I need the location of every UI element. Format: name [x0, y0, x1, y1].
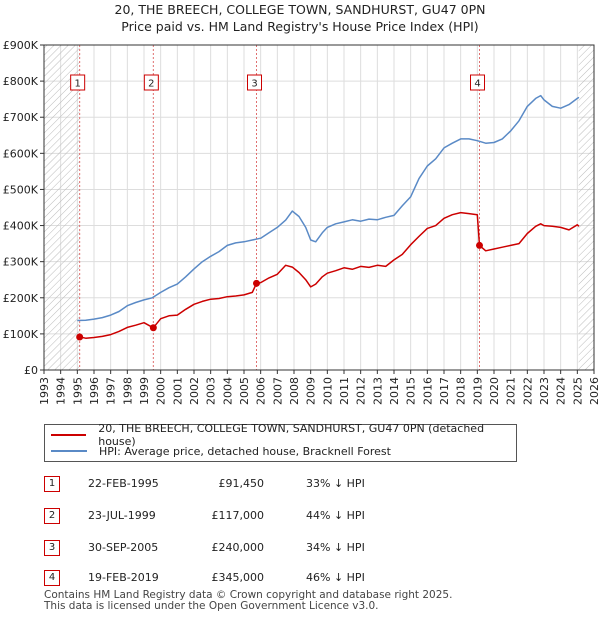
sale-label-number: 1: [74, 79, 80, 90]
x-tick-label: 2023: [538, 377, 551, 405]
x-tick-label: 1998: [121, 377, 134, 405]
sale-number-badge: 3: [44, 540, 60, 556]
x-tick-label: 2025: [571, 377, 584, 405]
y-tick-label: £900K: [3, 39, 39, 52]
sale-number-badge: 1: [44, 476, 60, 492]
legend-swatch-hpi: [51, 450, 87, 452]
sale-price: £240,000: [211, 541, 265, 554]
x-tick-label: 2012: [355, 377, 368, 405]
y-tick-label: £200K: [3, 292, 39, 305]
x-tick-label: 2026: [588, 377, 600, 405]
sale-label-box: [70, 74, 86, 91]
hatched-region: [578, 45, 594, 370]
sale-label-box: [247, 74, 262, 91]
sale-label-number: 2: [148, 79, 154, 90]
footer-copyright: Contains HM Land Registry data © Crown c…: [44, 589, 453, 601]
legend: 20, THE BREECH, COLLEGE TOWN, SANDHURST,…: [44, 422, 517, 462]
x-tick-label: 2013: [371, 377, 384, 405]
property-series-line: [79, 211, 580, 339]
sale-hpi-diff: 44% ↓ HPI: [306, 509, 365, 522]
y-tick-label: £600K: [3, 147, 39, 160]
footer-licence: This data is licensed under the Open Gov…: [44, 600, 379, 612]
x-tick-label: 1999: [138, 377, 151, 405]
y-tick-label: £300K: [3, 256, 39, 269]
sale-date: 22-FEB-1995: [88, 477, 159, 490]
x-tick-label: 1994: [55, 377, 68, 405]
sale-label-number: 3: [251, 79, 257, 90]
x-tick-label: 2011: [338, 377, 351, 405]
sale-row: 3 30-SEP-2005 £240,000 34% ↓ HPI: [44, 540, 564, 558]
x-tick-label: 2000: [155, 377, 168, 405]
sale-number-badge: 2: [44, 508, 60, 524]
x-tick-label: 1993: [38, 377, 51, 405]
chart-title: 20, THE BREECH, COLLEGE TOWN, SANDHURST,…: [114, 2, 486, 17]
sale-hpi-diff: 33% ↓ HPI: [306, 477, 365, 490]
x-tick-label: 1995: [71, 377, 84, 405]
y-tick-label: £500K: [3, 183, 39, 196]
x-tick-label: 2017: [438, 377, 451, 405]
legend-item-property: 20, THE BREECH, COLLEGE TOWN, SANDHURST,…: [51, 422, 516, 448]
x-tick-label: 2009: [305, 377, 318, 405]
sale-point: [476, 241, 483, 249]
x-tick-label: 2015: [405, 377, 418, 405]
y-tick-label: £400K: [3, 220, 39, 233]
sale-row: 4 19-FEB-2019 £345,000 46% ↓ HPI: [44, 570, 564, 588]
x-tick-label: 2003: [205, 377, 218, 405]
sale-label-box: [143, 74, 159, 91]
sale-price: £91,450: [218, 477, 265, 490]
x-tick-label: 2002: [188, 377, 201, 405]
x-tick-label: 1996: [88, 377, 101, 405]
x-tick-label: 2010: [321, 377, 334, 405]
hatched-region: [44, 45, 80, 370]
footer: Contains HM Land Registry data © Crown c…: [44, 590, 452, 612]
x-tick-label: 2007: [271, 377, 284, 405]
x-tick-label: 2018: [455, 377, 468, 405]
plot-border: [43, 44, 595, 371]
legend-label-hpi: HPI: Average price, detached house, Brac…: [99, 444, 391, 458]
x-tick-label: 2016: [421, 377, 434, 405]
hpi-series-line: [77, 94, 580, 322]
y-tick-label: £100K: [3, 328, 39, 341]
sale-point: [253, 279, 260, 287]
legend-item-hpi: HPI: Average price, detached house, Brac…: [51, 444, 391, 458]
y-tick-label: £800K: [3, 75, 39, 88]
chart-subtitle: Price paid vs. HM Land Registry's House …: [121, 19, 479, 34]
x-tick-label: 2004: [221, 377, 234, 405]
x-tick-label: 2006: [255, 377, 268, 405]
sale-point: [149, 324, 157, 332]
sale-date: 23-JUL-1999: [88, 509, 156, 522]
sale-number-badge: 4: [44, 570, 60, 586]
x-tick-label: 2019: [471, 377, 484, 405]
sale-label-box: [470, 74, 485, 91]
x-tick-label: 2021: [505, 377, 518, 405]
sale-label-number: 4: [474, 79, 480, 90]
sale-row: 1 22-FEB-1995 £91,450 33% ↓ HPI: [44, 476, 564, 494]
sale-price: £345,000: [211, 571, 265, 584]
sale-point: [76, 333, 84, 341]
sale-date: 19-FEB-2019: [88, 571, 159, 584]
sale-row: 2 23-JUL-1999 £117,000 44% ↓ HPI: [44, 508, 564, 526]
x-tick-label: 1997: [105, 377, 118, 405]
y-tick-label: £0: [24, 364, 38, 377]
plot-area: [44, 45, 594, 370]
sale-hpi-diff: 34% ↓ HPI: [306, 541, 365, 554]
y-tick-label: £700K: [3, 111, 39, 124]
sale-date: 30-SEP-2005: [88, 541, 159, 554]
legend-swatch-property: [51, 434, 87, 436]
legend-label-property: 20, THE BREECH, COLLEGE TOWN, SANDHURST,…: [98, 422, 485, 448]
price-chart: 1 2 3 4 £0 £100K £200K £300K £400K £500K £600K £70…: [3, 39, 600, 405]
x-tick-label: 2001: [171, 377, 184, 405]
x-tick-label: 2022: [521, 377, 534, 405]
x-tick-label: 2020: [488, 377, 501, 405]
x-tick-label: 2024: [555, 377, 568, 405]
x-tick-label: 2008: [288, 377, 301, 405]
x-tick-label: 2014: [388, 377, 401, 405]
sale-hpi-diff: 46% ↓ HPI: [306, 571, 365, 584]
x-tick-label: 2005: [238, 377, 251, 405]
sale-price: £117,000: [211, 509, 265, 522]
